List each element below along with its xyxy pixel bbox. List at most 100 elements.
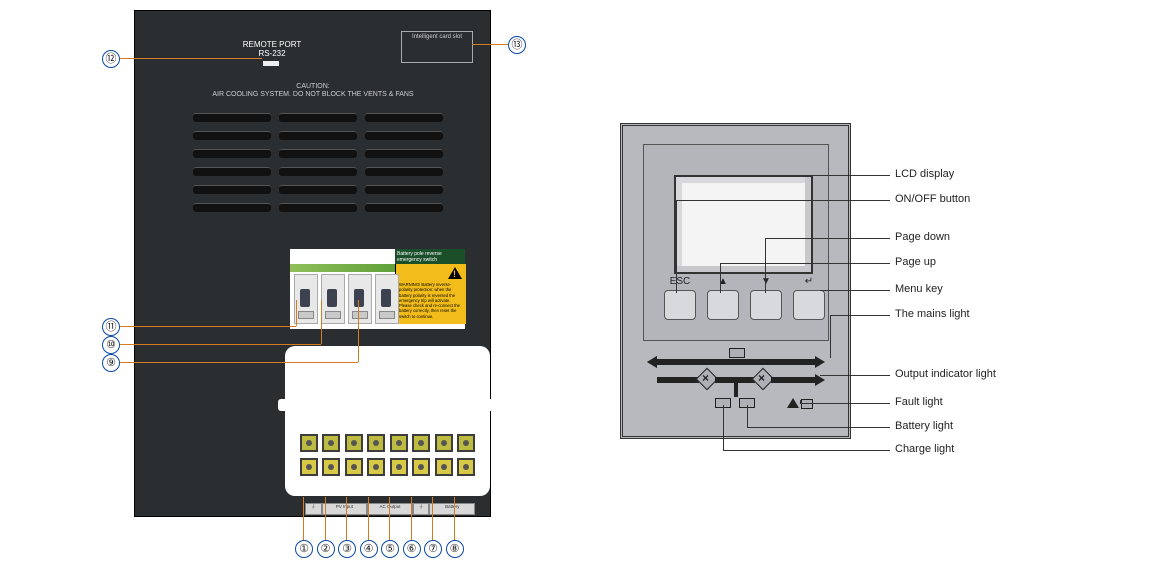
callout-8: ⑧ [446, 540, 464, 558]
vent-slot [193, 185, 271, 194]
port-label-strip: ⏚PV InputAC Output⏚Battery [305, 503, 475, 515]
vent-slot [279, 113, 357, 122]
caution-text: CAUTION: AIR COOLING SYSTEM. DO NOT BLOC… [183, 83, 443, 100]
label-menu: Menu key [895, 283, 943, 295]
port-label: PV Input [322, 503, 368, 515]
callout-9: ⑨ [102, 354, 120, 372]
panel-button[interactable]: ↵ [793, 290, 825, 320]
vent-slot [365, 167, 443, 176]
vent-slot [279, 167, 357, 176]
terminal [457, 458, 475, 476]
intelligent-card-slot: Intelligent card slot [401, 31, 473, 63]
vent-slot [365, 185, 443, 194]
terminal [457, 434, 475, 452]
terminal [390, 458, 408, 476]
terminal [345, 434, 363, 452]
vent-slot [193, 131, 271, 140]
leader-10v [321, 300, 322, 344]
vent-slot [365, 131, 443, 140]
control-panel: ESC ▲ ▼ ↵ × × [620, 123, 851, 439]
bypass-icon [729, 348, 745, 358]
callout-3: ③ [338, 540, 356, 558]
vent-slot [279, 185, 357, 194]
vent-slot [193, 203, 271, 212]
label-fault: Fault light [895, 396, 943, 408]
panel-upper: ESC ▲ ▼ ↵ [643, 144, 829, 341]
leader-bottom [432, 497, 433, 540]
callout-6: ⑥ [403, 540, 421, 558]
breaker-switch[interactable] [375, 274, 399, 324]
panel-button[interactable]: ▼ [750, 290, 782, 320]
button-symbol: ↵ [794, 276, 824, 287]
leader-bottom [325, 497, 326, 540]
remote-port-label: REMOTE PORT RS-232 [237, 41, 307, 59]
leader-11h [120, 326, 296, 327]
terminal [435, 434, 453, 452]
breaker-switches [294, 274, 402, 324]
leader-10h [120, 344, 321, 345]
vent-slot [365, 203, 443, 212]
label-out: Output indicator light [895, 368, 996, 380]
button-symbol: ▲ [708, 276, 738, 287]
leader-9h [120, 362, 358, 363]
vent-slot [193, 149, 271, 158]
terminal-row-top [300, 434, 475, 454]
vent-slot [365, 113, 443, 122]
label-onoff: ON/OFF button [895, 193, 970, 205]
leader-bottom [411, 497, 412, 540]
terminal [412, 434, 430, 452]
callout-1: ① [295, 540, 313, 558]
fault-rect-icon [801, 399, 813, 409]
terminal [412, 458, 430, 476]
breaker-box: Battery pole reverse emergency switch WA… [290, 249, 465, 329]
label-pgup: Page up [895, 256, 936, 268]
breaker-switch[interactable] [294, 274, 318, 324]
leader-bottom [454, 497, 455, 540]
breaker-warning-title: Battery pole reverse emergency switch [395, 249, 465, 264]
warning-icon [448, 267, 462, 279]
port-label: ⏚ [305, 503, 322, 515]
vent-slot [279, 203, 357, 212]
leader-bottom [303, 497, 304, 540]
leader-9v [358, 300, 359, 362]
leader-13 [472, 44, 508, 45]
vent-slot [279, 131, 357, 140]
leader-11v [296, 300, 297, 326]
port-label: Battery [429, 503, 475, 515]
vent-slot [279, 149, 357, 158]
label-batt: Battery light [895, 420, 953, 432]
callout-13: ⑬ [508, 36, 526, 54]
port-label: AC Output [367, 503, 413, 515]
callout-5: ⑤ [381, 540, 399, 558]
breaker-green-strip [290, 264, 395, 272]
card-slot-label: Intelligent card slot [402, 34, 472, 40]
label-charge: Charge light [895, 443, 954, 455]
callout-10: ⑩ [102, 336, 120, 354]
callout-4: ④ [360, 540, 378, 558]
port-label: ⏚ [413, 503, 430, 515]
button-symbol: ESC [665, 276, 695, 287]
label-lcd: LCD display [895, 168, 954, 180]
leader-bottom [389, 497, 390, 540]
breaker-switch[interactable] [348, 274, 372, 324]
panel-button[interactable]: ESC [664, 290, 696, 320]
power-flow-graphic: × × [647, 356, 825, 416]
leader-12 [120, 58, 262, 59]
label-pgdn: Page down [895, 231, 950, 243]
terminal-row-bottom [300, 458, 475, 478]
terminal [367, 434, 385, 452]
vent-slot [193, 167, 271, 176]
terminal [300, 434, 318, 452]
terminal-junction-box [285, 346, 490, 496]
button-symbol: ▼ [751, 276, 781, 287]
callout-12: ⑫ [102, 50, 120, 68]
panel-button[interactable]: ▲ [707, 290, 739, 320]
lcd-display [674, 175, 813, 274]
terminal [435, 458, 453, 476]
terminal [390, 434, 408, 452]
label-mains: The mains light [895, 308, 970, 320]
vent-slot [365, 149, 443, 158]
callout-11: ⑪ [102, 318, 120, 336]
terminal [300, 458, 318, 476]
breaker-switch[interactable] [321, 274, 345, 324]
